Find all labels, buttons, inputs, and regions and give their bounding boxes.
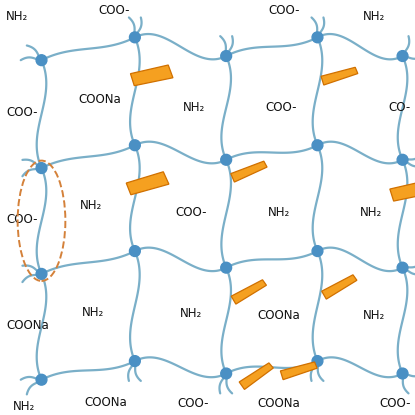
Text: NH₂: NH₂ xyxy=(183,101,205,115)
Polygon shape xyxy=(231,280,266,304)
Circle shape xyxy=(221,368,232,379)
Text: COONa: COONa xyxy=(84,396,127,409)
Text: COO-: COO- xyxy=(6,105,38,119)
Text: CO-: CO- xyxy=(388,101,411,115)
Text: COO-: COO- xyxy=(177,397,209,410)
Text: COO-: COO- xyxy=(266,101,297,115)
Circle shape xyxy=(36,374,47,385)
Polygon shape xyxy=(281,362,317,380)
Polygon shape xyxy=(239,363,273,389)
Circle shape xyxy=(312,246,323,256)
Polygon shape xyxy=(130,65,173,86)
Text: COONa: COONa xyxy=(6,319,49,332)
Circle shape xyxy=(36,163,47,173)
Circle shape xyxy=(129,32,140,43)
Circle shape xyxy=(397,368,408,379)
Circle shape xyxy=(397,51,408,61)
Text: NH₂: NH₂ xyxy=(362,309,385,322)
Circle shape xyxy=(129,356,140,366)
Polygon shape xyxy=(322,275,357,299)
Circle shape xyxy=(36,269,47,279)
Text: NH₂: NH₂ xyxy=(268,206,290,219)
Text: NH₂: NH₂ xyxy=(82,305,105,319)
Text: NH₂: NH₂ xyxy=(360,206,383,219)
Text: COO-: COO- xyxy=(379,397,411,410)
Circle shape xyxy=(312,140,323,151)
Polygon shape xyxy=(126,172,169,195)
Circle shape xyxy=(221,262,232,273)
Circle shape xyxy=(312,32,323,43)
Circle shape xyxy=(129,140,140,151)
Circle shape xyxy=(397,154,408,165)
Text: COO-: COO- xyxy=(175,206,207,219)
Text: COO-: COO- xyxy=(6,213,38,227)
Text: NH₂: NH₂ xyxy=(12,400,35,413)
Circle shape xyxy=(397,262,408,273)
Circle shape xyxy=(221,154,232,165)
Circle shape xyxy=(312,356,323,366)
Text: NH₂: NH₂ xyxy=(80,199,103,212)
Text: COONa: COONa xyxy=(257,397,300,410)
Text: NH₂: NH₂ xyxy=(362,10,385,23)
Text: COONa: COONa xyxy=(78,93,121,106)
Text: COO-: COO- xyxy=(98,4,130,17)
Text: NH₂: NH₂ xyxy=(180,307,202,320)
Circle shape xyxy=(36,55,47,66)
Polygon shape xyxy=(231,161,267,182)
Circle shape xyxy=(221,51,232,61)
Polygon shape xyxy=(390,181,415,201)
Text: COONa: COONa xyxy=(257,309,300,322)
Text: COO-: COO- xyxy=(269,4,300,17)
Text: NH₂: NH₂ xyxy=(6,10,29,23)
Circle shape xyxy=(129,246,140,256)
Polygon shape xyxy=(321,67,358,85)
